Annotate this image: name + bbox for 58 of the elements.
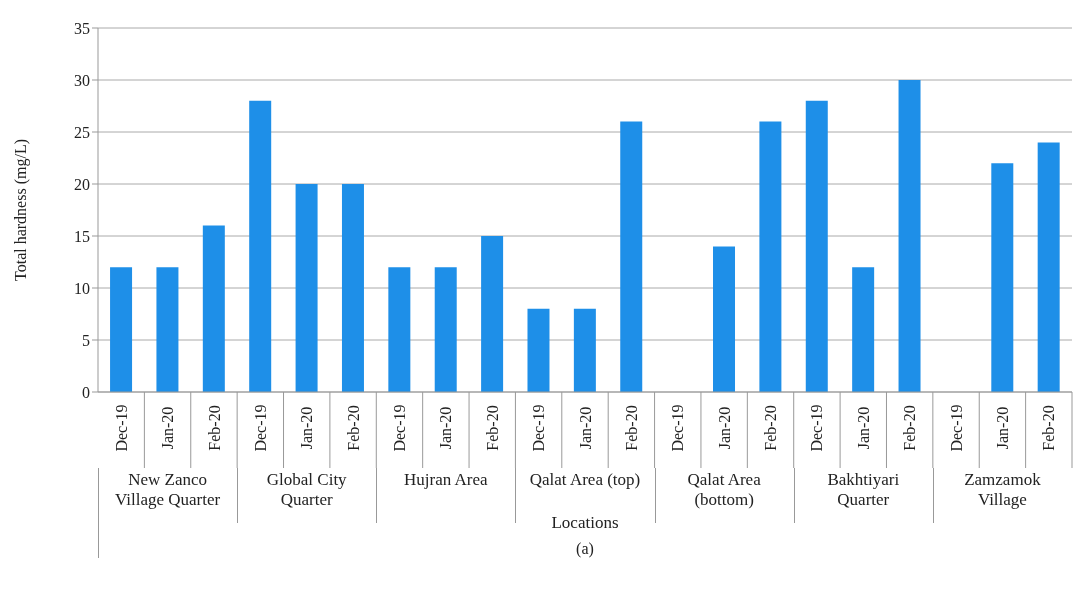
text: Qalat Area (bottom) [686,470,762,510]
bar [341,184,364,392]
x-tick-label: Feb-20 [901,405,919,451]
x-tick-label: Dec-19 [251,404,269,452]
y-tick-label: 30 [74,71,90,89]
bar [434,267,457,392]
y-tick-label: 0 [82,383,90,401]
x-axis-title: Locations [550,513,620,533]
x-tick-label: Jan-20 [715,406,733,450]
x-tick-label: Feb-20 [1040,405,1058,451]
bar [481,236,504,392]
x-tick-label: Feb-20 [762,405,780,451]
y-tick-label: 35 [74,19,90,37]
bar [388,267,411,392]
bar [991,163,1014,392]
bar [898,80,921,392]
text: (a) [575,540,595,558]
x-tick-label: Dec-19 [947,404,965,452]
bar [295,184,318,392]
bar [852,267,875,392]
text: New Zanco Village Quarter [113,470,222,510]
x-tick-label: Jan-20 [298,406,316,450]
x-tick-label: Dec-19 [530,404,548,452]
x-tick-label: Feb-20 [622,405,640,451]
text: Hujran Area [403,470,489,490]
x-tick-label: Dec-19 [669,404,687,452]
text: Global City Quarter [265,470,348,510]
y-tick-label: 20 [74,175,90,193]
bar [110,267,133,392]
text: Qalat Area (top) [528,470,642,490]
x-tick-label: Jan-20 [576,406,594,450]
x-tick-label: Jan-20 [437,406,455,450]
y-tick-label: 25 [74,123,90,141]
y-axis-title: Total hardness (mg/L) [11,139,30,281]
bar [713,246,736,392]
x-tick-label: Jan-20 [159,406,177,450]
bar [620,121,643,392]
x-tick-label: Jan-20 [994,406,1012,450]
x-tick-label: Feb-20 [205,405,223,451]
y-tick-label: 5 [82,331,90,349]
bar [202,225,225,392]
x-tick-label: Dec-19 [808,404,826,452]
bar [573,308,596,392]
bar [156,267,179,392]
bar [527,308,550,392]
x-tick-label: Dec-19 [112,404,130,452]
x-tick-label: Feb-20 [483,405,501,451]
bar [759,121,782,392]
bar [249,100,272,392]
x-tick-label: Jan-20 [854,406,872,450]
bar [1037,142,1060,392]
text: Bakhtiyari Quarter [826,470,901,510]
y-tick-label: 15 [74,227,90,245]
text: Zamzamok Village [963,470,1042,510]
x-tick-label: Dec-19 [391,404,409,452]
bar [805,100,828,392]
x-tick-label: Feb-20 [344,405,362,451]
y-tick-label: 10 [74,279,90,297]
